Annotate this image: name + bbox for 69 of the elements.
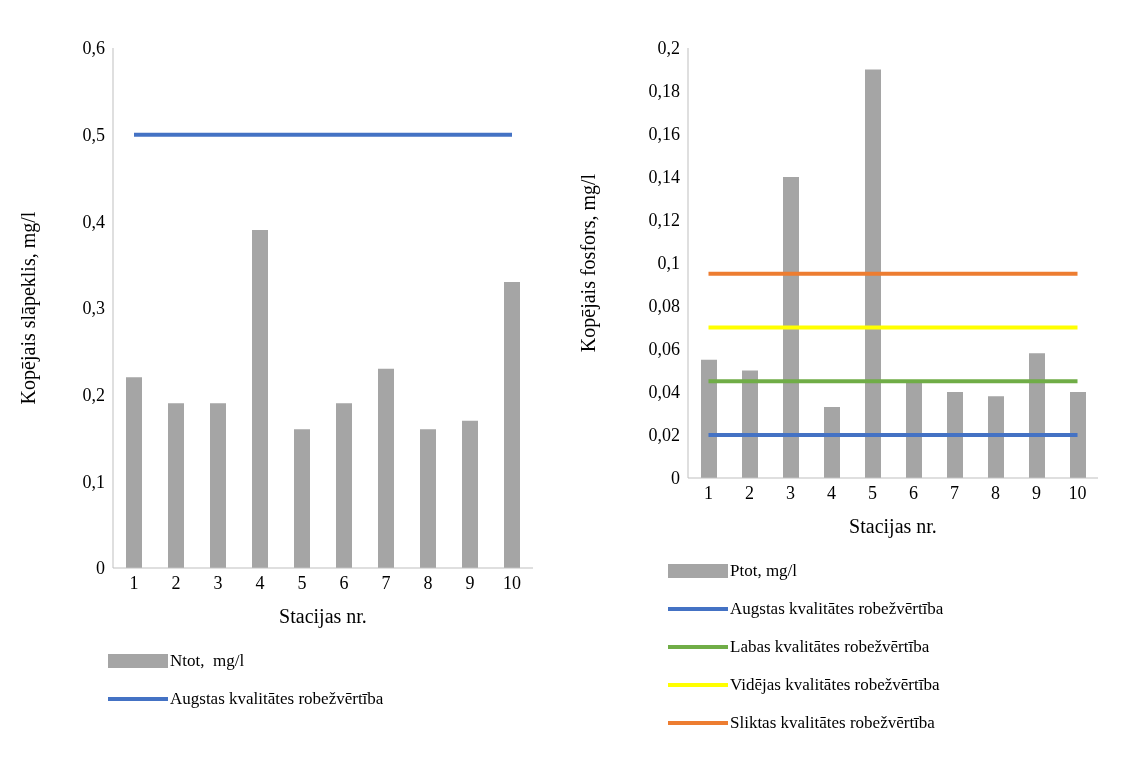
bar	[336, 403, 352, 568]
bar	[462, 420, 478, 568]
bar	[378, 368, 394, 568]
x-tick-label: 9	[1032, 482, 1041, 503]
x-tick-label: 5	[297, 572, 307, 593]
bar	[294, 429, 310, 568]
y-tick-label: 0,06	[648, 339, 680, 360]
x-tick-label: 4	[827, 482, 836, 503]
x-tick-label: 1	[129, 572, 139, 593]
y-tick-label: 0,4	[82, 211, 105, 232]
bar	[701, 359, 717, 478]
bar	[126, 377, 142, 568]
x-tick-label: 2	[745, 482, 754, 503]
y-tick-label: 0	[671, 468, 680, 489]
y-axis-title: Kopējais slāpeklis, mg/l	[17, 211, 41, 405]
bar	[783, 177, 799, 478]
x-tick-label: 3	[213, 572, 223, 593]
bar	[420, 429, 436, 568]
bar	[252, 230, 268, 568]
y-tick-label: 0,12	[648, 210, 680, 231]
legend-label: Vidējas kvalitātes robežvērtība	[730, 675, 940, 695]
x-tick-label: 8	[991, 482, 1000, 503]
legend-label: Ntot, mg/l	[170, 651, 245, 671]
x-tick-label: 5	[868, 482, 877, 503]
bar	[1070, 392, 1086, 478]
y-tick-label: 0,08	[648, 296, 680, 317]
x-axis-title: Stacijas nr.	[849, 515, 937, 538]
x-tick-label: 3	[786, 482, 795, 503]
y-tick-label: 0,5	[82, 125, 105, 146]
bar	[210, 403, 226, 568]
x-tick-label: 6	[339, 572, 349, 593]
legend-label: Labas kvalitātes robežvērtība	[730, 637, 930, 657]
y-tick-label: 0,3	[82, 298, 105, 319]
x-tick-label: 4	[255, 572, 265, 593]
x-tick-label: 7	[950, 482, 959, 503]
y-tick-label: 0,1	[657, 253, 680, 274]
x-tick-label: 6	[909, 482, 918, 503]
y-tick-label: 0,04	[648, 382, 680, 403]
x-tick-label: 2	[171, 572, 181, 593]
y-tick-label: 0,14	[648, 167, 680, 188]
legend-label: Sliktas kvalitātes robežvērtība	[730, 713, 935, 733]
y-tick-label: 0	[96, 558, 105, 579]
y-tick-label: 0,1	[82, 471, 105, 492]
legend-label: Augstas kvalitātes robežvērtība	[730, 599, 944, 619]
bar	[865, 69, 881, 478]
x-tick-label: 8	[423, 572, 433, 593]
y-tick-label: 0,16	[648, 124, 680, 145]
y-axis-title: Kopējais fosfors, mg/l	[577, 173, 601, 353]
x-tick-label: 7	[381, 572, 391, 593]
bar	[947, 392, 963, 478]
y-tick-label: 0,2	[657, 38, 680, 59]
bar	[742, 370, 758, 478]
y-tick-label: 0,2	[82, 385, 105, 406]
x-tick-label: 1	[704, 482, 713, 503]
bar	[988, 396, 1004, 478]
bar	[168, 403, 184, 568]
bar	[824, 407, 840, 478]
x-tick-label: 9	[465, 572, 475, 593]
x-tick-label: 10	[1068, 482, 1087, 503]
y-tick-label: 0,02	[648, 425, 680, 446]
legend-label: Augstas kvalitātes robežvērtība	[170, 689, 384, 709]
bar	[1029, 353, 1045, 478]
bar	[504, 282, 520, 568]
legend-label: Ptot, mg/l	[730, 561, 798, 581]
x-tick-label: 10	[503, 572, 521, 593]
bar	[906, 381, 922, 478]
y-tick-label: 0,18	[648, 81, 680, 102]
x-axis-title: Stacijas nr.	[279, 605, 367, 628]
y-tick-label: 0,6	[82, 38, 105, 59]
